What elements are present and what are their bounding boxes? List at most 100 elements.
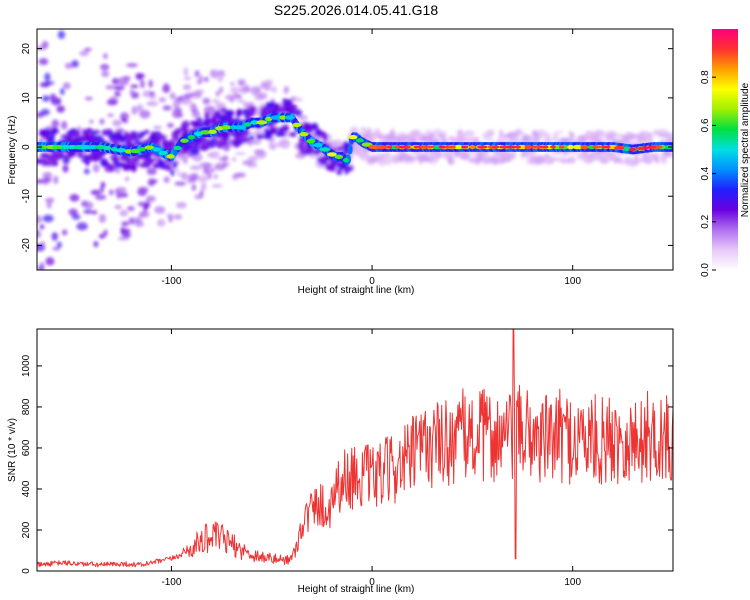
spectrogram-noise-mark: [548, 158, 554, 164]
spectrogram-band-mark: [52, 153, 61, 158]
spectrogram-noise-mark: [248, 139, 253, 147]
spectrogram-ridge-peak: [116, 148, 127, 153]
spectrogram-x-label: Height of straight line (km): [298, 285, 415, 296]
spectrogram-band-mark: [305, 123, 312, 130]
spectrogram-ridge-peak: [250, 120, 260, 125]
spectrogram-noise-mark: [99, 186, 104, 194]
spectrogram-noise-mark: [37, 45, 47, 51]
spectrogram-noise-mark: [210, 150, 220, 159]
spectrogram-band-mark: [311, 122, 318, 131]
colorbar: 0.0 0.2 0.4 0.6 0.8 Normalized spectral ampl…: [700, 29, 750, 277]
spectrogram-ridge-max: [592, 145, 603, 149]
spectrogram-ridge-peak: [144, 145, 155, 150]
spectrogram-band-mark: [297, 142, 305, 150]
spectrogram-band-mark: [220, 107, 228, 113]
spectrogram-noise-mark: [498, 129, 504, 138]
spectrogram-noise-mark: [53, 175, 59, 185]
spectrogram-noise-mark: [145, 195, 156, 203]
spectrogram-noise-mark: [619, 161, 625, 165]
spectrogram-ridge-peak: [453, 144, 464, 150]
spectrogram-noise-mark: [252, 163, 258, 167]
spectrogram-band-mark: [52, 128, 57, 134]
spectrogram-ridge-max: [655, 145, 663, 149]
spectrogram-noise-mark: [234, 152, 246, 156]
spectrogram-ridge-peak: [173, 145, 182, 151]
spectrogram-noise-mark: [511, 137, 517, 143]
spectrogram-noise-mark: [123, 233, 132, 238]
spectrogram-ridge-peak: [567, 144, 575, 150]
spectrogram-noise-mark: [198, 74, 203, 83]
spectrogram-frame: [36, 28, 674, 271]
spectrogram-ridge-peak: [166, 154, 175, 159]
spectrogram-noise-mark: [183, 76, 192, 81]
snr-x-tick-label: 100: [564, 577, 581, 588]
spectrogram-band-mark: [181, 120, 191, 129]
spectrogram-noise-mark: [101, 70, 110, 78]
spectrogram-band-mark: [318, 159, 324, 165]
spectrogram-ridge-max: [510, 145, 517, 149]
spectrogram-band-mark: [234, 131, 243, 138]
spectrogram-noise-mark: [114, 90, 121, 97]
spectrogram-band-mark: [150, 131, 156, 140]
spectrogram-noise-mark: [121, 117, 126, 122]
spectrogram-noise-mark: [40, 241, 45, 248]
spectrogram-noise-mark: [107, 113, 115, 117]
spectrogram-band-mark: [265, 101, 273, 108]
spectrogram-ridge-max: [424, 145, 435, 149]
spectrogram-noise-mark: [42, 172, 53, 179]
spectrogram-noise-mark: [529, 155, 538, 163]
spectrogram-ridge-peak: [256, 120, 268, 125]
colorbar-tick-label: 0.6: [700, 118, 711, 132]
spectrogram-ridge-peak: [80, 144, 92, 150]
spectrogram-noise-mark: [633, 159, 644, 164]
spectrogram-noise-mark: [535, 156, 544, 165]
snr-y-axis: 0 200 400 600 800 1000: [21, 354, 673, 574]
spectrogram-noise-mark: [42, 214, 54, 223]
spectrogram-ridge-max: [461, 145, 469, 149]
spectrogram-noise-mark: [505, 132, 517, 138]
spectrogram-noise-mark: [254, 130, 261, 134]
spectrogram-noise-mark: [142, 204, 148, 213]
spectrogram-noise-mark: [402, 152, 410, 160]
spectrogram-ridge-layer: [37, 112, 673, 166]
spectrogram-noise-mark: [136, 104, 144, 113]
spectrogram-noise-mark: [237, 78, 246, 87]
snr-y-label: SNR (10 * v/v): [7, 418, 18, 482]
spectrogram-noise-mark: [249, 86, 260, 95]
spectrogram-ridge-peak: [229, 125, 238, 130]
spectrogram-noise-mark: [40, 108, 50, 116]
spectrogram-noise-mark: [102, 229, 108, 237]
spectrogram-noise-mark: [176, 155, 189, 160]
spectrogram-ridge-peak: [110, 146, 118, 152]
spectrogram-band-mark: [264, 129, 272, 138]
spectrogram-noise-mark: [203, 162, 213, 167]
colorbar-tick-label: 0.2: [700, 214, 711, 228]
spectrogram-noise-mark: [163, 176, 170, 184]
spectrogram-ridge-peak: [221, 125, 232, 130]
spectrogram-noise-mark: [606, 130, 617, 138]
spectrogram-noise-mark: [140, 210, 151, 218]
figure-title: S225.2026.014.05.41.G18: [274, 2, 438, 18]
spectrogram-band-mark: [277, 126, 286, 134]
spectrogram-noise-mark: [45, 257, 55, 266]
spectrogram-noise-mark: [215, 90, 221, 97]
spectrogram-noise-mark: [202, 97, 211, 105]
spectrogram-band-mark: [139, 163, 144, 168]
spectrogram-band-mark: [205, 117, 216, 123]
spectrogram-noise-mark: [229, 82, 235, 86]
spectrogram-noise-mark: [183, 67, 189, 77]
spectrogram-band-mark: [196, 117, 203, 124]
spectrogram-noise-mark: [203, 76, 209, 82]
spectrogram-noise-mark: [172, 100, 181, 109]
spectrogram-ridge-peak: [588, 144, 596, 150]
spectrogram-band-mark: [40, 152, 50, 157]
snr-y-tick-label: 600: [21, 439, 32, 456]
spectrogram-noise-mark: [482, 132, 490, 140]
spectrogram-noise-mark: [554, 130, 564, 134]
spectrogram-noise-mark: [171, 109, 177, 118]
spectrogram-noise-mark: [137, 186, 149, 193]
spectrogram-band-mark: [270, 100, 275, 106]
spectrogram-noise-mark: [170, 160, 180, 165]
spectrogram-y-tick-label: -10: [21, 189, 32, 204]
spectrogram-ridge-max: [506, 145, 512, 149]
